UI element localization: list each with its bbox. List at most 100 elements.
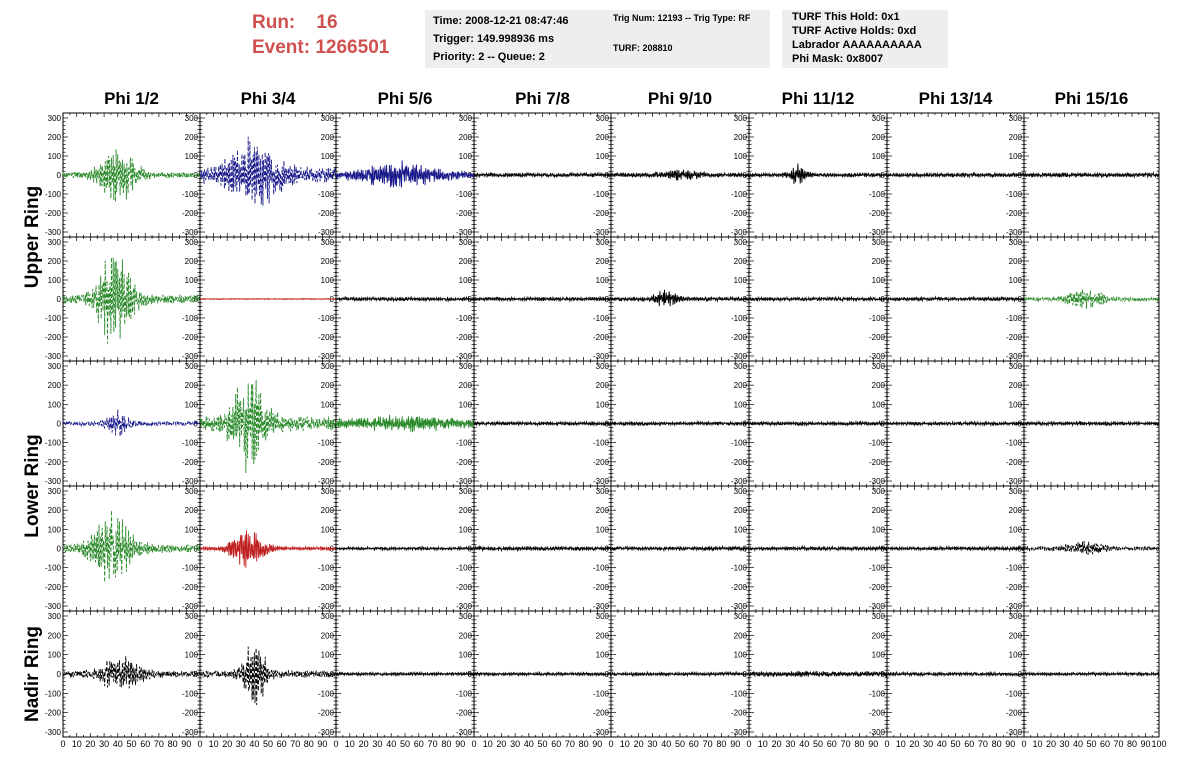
- y-tick-label: 0: [330, 670, 335, 679]
- y-tick-label: 100: [185, 525, 199, 534]
- y-tick-label: -100: [1006, 689, 1023, 698]
- x-tick-label: 60: [689, 739, 699, 749]
- y-tick-label: 300: [872, 487, 886, 496]
- y-tick-label-left: 100: [48, 525, 62, 534]
- y-tick-label: 300: [734, 238, 748, 247]
- x-tick-label: 0: [60, 739, 65, 749]
- y-tick-label: -100: [1006, 190, 1023, 199]
- labrador-line: Labrador AAAAAAAAAA: [792, 39, 922, 51]
- y-tick-label-left: 300: [48, 612, 62, 621]
- y-tick-label: 200: [321, 257, 335, 266]
- y-tick-label: -300: [318, 228, 335, 237]
- phi-mask-line: Phi Mask: 0x8007: [792, 53, 884, 65]
- y-tick-label: 300: [321, 612, 335, 621]
- y-tick-label: -100: [593, 564, 610, 573]
- y-tick-label: -100: [318, 689, 335, 698]
- y-tick-label: 300: [872, 612, 886, 621]
- y-tick-label: 300: [1009, 114, 1023, 123]
- x-tick-label: 70: [154, 739, 164, 749]
- y-tick-label: 300: [459, 114, 473, 123]
- row-group-label: Nadir Ring: [22, 626, 43, 722]
- waveform-trace: [748, 419, 888, 427]
- y-tick-label: 200: [872, 257, 886, 266]
- y-tick-label: -200: [318, 209, 335, 218]
- y-tick-label: -100: [182, 190, 199, 199]
- y-tick-label: 0: [1018, 545, 1023, 554]
- x-tick-label: 0: [884, 739, 889, 749]
- y-tick-label: 300: [1009, 487, 1023, 496]
- x-tick-label: 30: [510, 739, 520, 749]
- x-tick-label: 80: [579, 739, 589, 749]
- y-tick-label: 200: [1009, 506, 1023, 515]
- y-tick-label: 100: [734, 276, 748, 285]
- waveform-trace: [886, 420, 1025, 427]
- y-tick-label: -300: [456, 477, 473, 486]
- y-tick-label: 100: [734, 400, 748, 409]
- y-tick-label: 100: [459, 276, 473, 285]
- x-tick-label: 20: [909, 739, 919, 749]
- y-tick-label: 100: [596, 400, 610, 409]
- y-tick-label-left: 200: [48, 631, 62, 640]
- y-tick-label: -200: [318, 458, 335, 467]
- y-tick-label-left: -300: [45, 602, 62, 611]
- y-tick-label: 200: [734, 506, 748, 515]
- y-tick-label: 300: [321, 238, 335, 247]
- x-tick-label: 50: [400, 739, 410, 749]
- y-tick-label: -100: [869, 439, 886, 448]
- y-tick-label: -200: [731, 458, 748, 467]
- waveform-trace: [748, 163, 888, 184]
- y-tick-label-left: -100: [45, 314, 62, 323]
- y-tick-label: 300: [459, 362, 473, 371]
- run-value: 16: [316, 12, 338, 33]
- y-tick-label: -100: [318, 564, 335, 573]
- y-tick-label: -100: [318, 439, 335, 448]
- y-tick-label: 100: [321, 152, 335, 161]
- y-tick-label: 100: [596, 651, 610, 660]
- y-tick-label: 200: [321, 133, 335, 142]
- y-tick-label-left: 0: [57, 420, 62, 429]
- y-tick-label: 200: [734, 631, 748, 640]
- y-tick-label: 100: [596, 152, 610, 161]
- x-tick-label: 70: [565, 739, 575, 749]
- y-tick-label: 100: [321, 651, 335, 660]
- y-tick-label: -300: [1006, 728, 1023, 737]
- y-tick-label: -200: [456, 583, 473, 592]
- waveform-trace: [62, 656, 201, 689]
- y-tick-label: 200: [459, 506, 473, 515]
- y-tick-label: -100: [1006, 314, 1023, 323]
- y-tick-label: 100: [1009, 651, 1023, 660]
- waveform-trace: [199, 646, 337, 706]
- x-tick-label: 90: [317, 739, 327, 749]
- x-tick-label: 10: [345, 739, 355, 749]
- x-tick-label: 40: [799, 739, 809, 749]
- y-tick-label: -300: [593, 352, 610, 361]
- y-tick-label: 300: [596, 114, 610, 123]
- y-tick-label-left: 200: [48, 381, 62, 390]
- y-tick-label: -200: [182, 458, 199, 467]
- y-tick-label: -200: [869, 209, 886, 218]
- y-tick-label: -200: [593, 458, 610, 467]
- x-tick-label: 30: [1059, 739, 1069, 749]
- y-tick-label-left: 0: [57, 545, 62, 554]
- y-tick-label: 300: [185, 612, 199, 621]
- x-tick-label: 60: [1100, 739, 1110, 749]
- y-tick-label: -100: [318, 314, 335, 323]
- waveform-trace: [610, 289, 750, 307]
- y-tick-label: -100: [869, 190, 886, 199]
- y-tick-label: 200: [1009, 133, 1023, 142]
- waveform-trace: [610, 169, 750, 181]
- y-tick-label: 200: [1009, 381, 1023, 390]
- y-tick-label: -200: [731, 209, 748, 218]
- y-tick-label: 300: [1009, 362, 1023, 371]
- y-tick-label: 100: [185, 276, 199, 285]
- column-header: Phi 1/2: [104, 89, 159, 108]
- y-tick-label: 0: [194, 545, 199, 554]
- y-tick-label: -300: [869, 602, 886, 611]
- y-tick-label: 200: [185, 506, 199, 515]
- y-tick-label: 300: [872, 362, 886, 371]
- y-tick-label: 200: [459, 631, 473, 640]
- waveform-trace: [62, 257, 201, 344]
- y-tick-label: -300: [182, 477, 199, 486]
- x-tick-label: 50: [126, 739, 136, 749]
- y-tick-label: 100: [321, 276, 335, 285]
